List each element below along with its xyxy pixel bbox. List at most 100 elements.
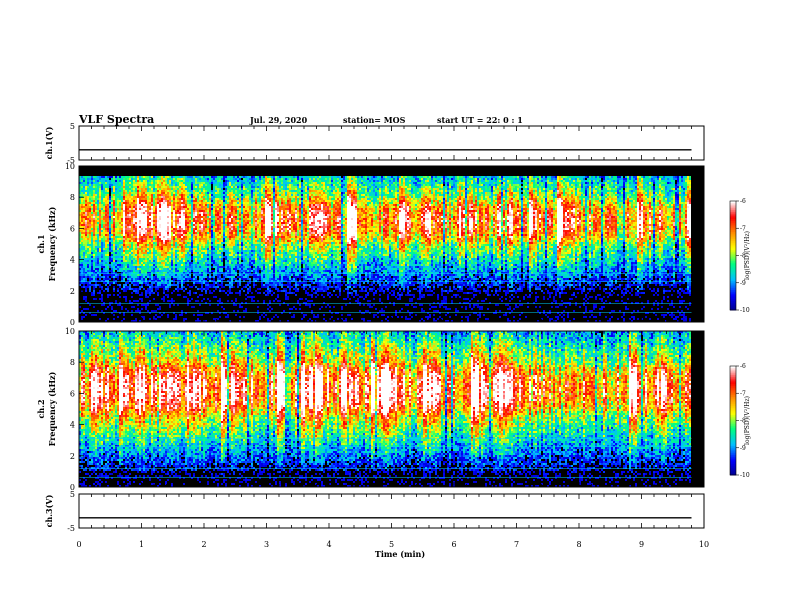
spectrogram-cell xyxy=(93,210,95,212)
spectrogram-cell xyxy=(107,236,109,238)
spectrogram-cell xyxy=(87,254,89,256)
spectrogram-cell xyxy=(115,202,117,204)
spectrogram-cell xyxy=(113,278,115,280)
spectrogram-cell xyxy=(91,192,93,194)
spectrogram-cell xyxy=(83,184,85,186)
spectrogram-cell xyxy=(117,240,119,242)
spectrogram-cell xyxy=(99,184,101,186)
spectrogram-cell xyxy=(97,184,99,186)
spectrogram-cell xyxy=(113,228,115,230)
spectrogram-cell xyxy=(117,236,119,238)
spectrogram-cell xyxy=(93,238,95,240)
spectrogram-cell xyxy=(115,240,117,242)
spectrogram-cell xyxy=(117,224,119,226)
spectrogram-cell xyxy=(113,232,115,234)
spectrogram-cell xyxy=(105,252,107,254)
spectrogram-cell xyxy=(85,208,87,210)
spectrogram-cell xyxy=(89,186,91,188)
spectrogram-cell xyxy=(101,242,103,244)
spectrogram-cell xyxy=(113,250,115,252)
spectrogram-cell xyxy=(97,256,99,258)
spectrogram-cell xyxy=(99,284,101,286)
spectrogram-cell xyxy=(91,224,93,226)
spectrogram-cell xyxy=(107,178,109,180)
spectrogram-cell xyxy=(101,304,103,306)
spectrogram-cell xyxy=(91,182,93,184)
spectrogram-cell xyxy=(89,256,91,258)
spectrogram-cell xyxy=(83,232,85,234)
spectrogram-cell xyxy=(99,224,101,226)
spectrogram-cell xyxy=(107,206,109,208)
spectrogram-cell xyxy=(109,198,111,200)
spectrogram-cell xyxy=(93,196,95,198)
spectrogram-cell xyxy=(95,260,97,262)
spectrogram-cell xyxy=(87,262,89,264)
spectrogram-cell xyxy=(103,312,105,314)
spectrogram-cell xyxy=(99,186,101,188)
spectrogram-cell xyxy=(95,188,97,190)
spectrogram-cell xyxy=(83,284,85,286)
spectrogram-cell xyxy=(91,256,93,258)
spectrogram-cell xyxy=(97,276,99,278)
spectrogram-cell xyxy=(117,194,119,196)
spectrogram-cell xyxy=(113,318,115,320)
spectrogram-cell xyxy=(103,232,105,234)
spectrogram-cell xyxy=(115,252,117,254)
spectrogram-cell xyxy=(103,178,105,180)
spectrogram-cell xyxy=(97,180,99,182)
spectrogram-cell xyxy=(99,286,101,288)
spectrogram-cell xyxy=(107,180,109,182)
spectrogram-cell xyxy=(107,238,109,240)
spectrogram-cell xyxy=(109,222,111,224)
spectrogram-cell xyxy=(95,262,97,264)
spectrogram-cell xyxy=(117,274,119,276)
spectrogram-cell xyxy=(107,210,109,212)
spectrogram-cell xyxy=(119,202,121,204)
spectrogram-cell xyxy=(95,246,97,248)
spectrogram-cell xyxy=(103,190,105,192)
spectrogram-cell xyxy=(85,186,87,188)
spectrogram-cell xyxy=(103,274,105,276)
spectrogram-cell xyxy=(115,218,117,220)
spectrogram-cell xyxy=(83,254,85,256)
spectrogram-cell xyxy=(109,186,111,188)
spectrogram-cell xyxy=(99,180,101,182)
spectrogram-cell xyxy=(87,216,89,218)
spectrogram-cell xyxy=(101,186,103,188)
spectrogram-cell xyxy=(115,266,117,268)
spectrogram-cell xyxy=(95,240,97,242)
spectrogram-cell xyxy=(85,190,87,192)
spectrogram-cell xyxy=(97,232,99,234)
spectrogram-cell xyxy=(111,312,113,314)
spectrogram-cell xyxy=(93,228,95,230)
spectrogram-cell xyxy=(89,312,91,314)
spectrogram-cell xyxy=(93,220,95,222)
spectrogram-cell xyxy=(93,292,95,294)
spectrogram-cell xyxy=(93,264,95,266)
spectrogram-cell xyxy=(111,236,113,238)
spectrogram-cell xyxy=(113,236,115,238)
spectrogram-cell xyxy=(105,274,107,276)
spectrogram-cell xyxy=(81,256,83,258)
spectrogram-cell xyxy=(93,200,95,202)
spectrogram-cell xyxy=(97,186,99,188)
spectrogram-cell xyxy=(101,190,103,192)
spectrogram-cell xyxy=(115,178,117,180)
spectrogram-cell xyxy=(83,286,85,288)
spectrogram-cell xyxy=(103,192,105,194)
spectrogram-cell xyxy=(85,308,87,310)
spectrogram-cell xyxy=(109,274,111,276)
spectrogram-cell xyxy=(107,234,109,236)
spectrogram-cell xyxy=(103,240,105,242)
spectrogram-cell xyxy=(101,206,103,208)
spectrogram-cell xyxy=(87,208,89,210)
spectrogram-cell xyxy=(115,244,117,246)
spectrogram-cell xyxy=(97,268,99,270)
spectrogram-cell xyxy=(111,218,113,220)
spectrogram-cell xyxy=(83,316,85,318)
spectrogram-cell xyxy=(93,258,95,260)
spectrogram-cell xyxy=(91,198,93,200)
spectrogram-cell xyxy=(89,242,91,244)
spectrogram-cell xyxy=(101,244,103,246)
spectrogram-cell xyxy=(105,248,107,250)
